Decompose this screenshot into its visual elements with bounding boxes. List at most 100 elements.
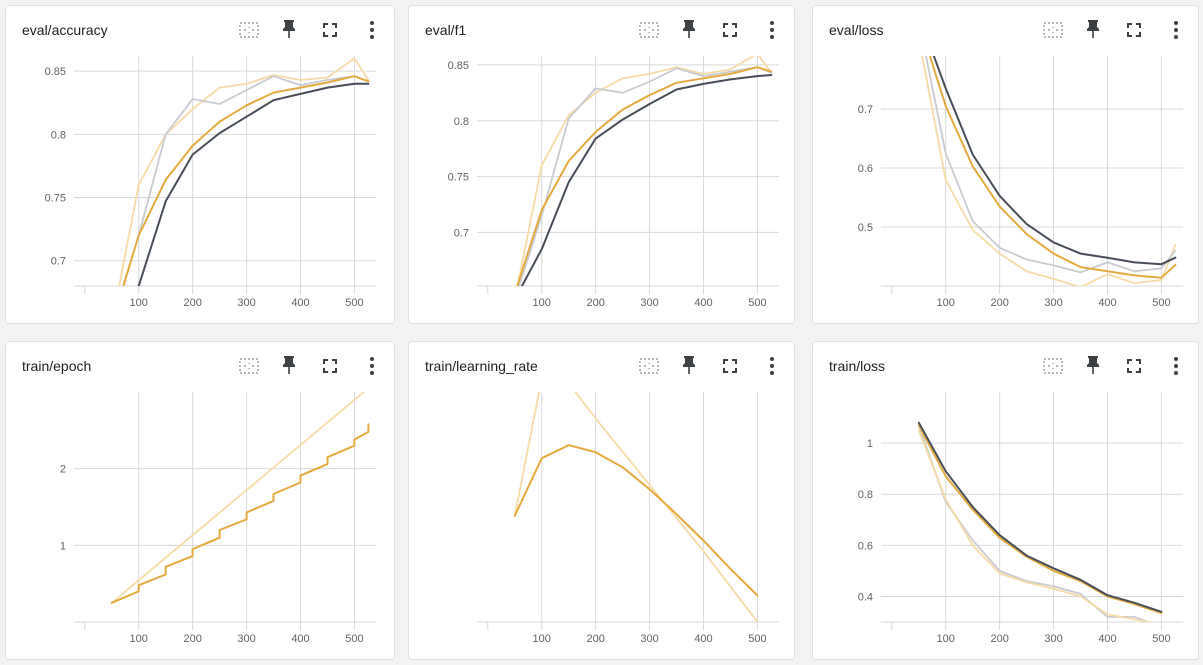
x-tick-label: 500 [1152,633,1170,645]
pin-button[interactable] [1081,354,1105,378]
fit-data-button[interactable] [1041,354,1065,378]
pin-icon [683,356,695,374]
y-tick-label: 0.75 [45,193,66,205]
x-tick-label: 300 [237,633,255,645]
x-tick-label: 100 [130,633,148,645]
fullscreen-button[interactable] [1122,354,1146,378]
y-tick-label: 1 [867,438,873,450]
series-line [520,74,773,286]
fullscreen-button[interactable] [318,18,342,42]
x-tick-label: 100 [533,633,551,645]
more-vert-icon [370,21,374,39]
pin-icon [1087,356,1099,374]
y-tick-label: 0.7 [51,256,66,268]
x-tick-label: 300 [1044,297,1062,309]
chart-plot[interactable]: 100 200 300 400 500 0.5 0.6 0.7 [813,6,1198,323]
y-tick-label: 0.7 [454,227,469,239]
more-vert-button[interactable] [1164,18,1188,42]
x-tick-label: 400 [1098,633,1116,645]
series-group [921,56,1177,286]
series-line [118,57,370,286]
fullscreen-icon [723,23,737,37]
more-vert-button[interactable] [1164,354,1188,378]
y-tick-label: 1 [60,540,66,552]
series-line [137,82,370,286]
y-tick-label: 0.75 [448,172,469,184]
series-group [513,392,759,622]
series-line [122,75,370,286]
chart-title: train/learning_rate [425,358,538,374]
pin-icon [283,20,295,38]
series-line [516,66,773,286]
chart-card: train/learning_rate 100 200 300 400 500 [408,341,795,660]
series-line [513,392,759,622]
chart-plot[interactable]: 100 200 300 400 500 0.7 0.75 0.8 0.85 [6,6,394,323]
series-line [932,56,1177,266]
fit-data-button[interactable] [237,18,261,42]
chart-card: eval/accuracy 100 200 300 400 500 0.7 0.75 0.8 0.… [5,5,395,324]
fit-data-button[interactable] [637,18,661,42]
chart-plot[interactable]: 100 200 300 400 500 1 2 [6,342,394,659]
series-line [917,421,1163,613]
series-group [118,57,370,286]
fit-data-button[interactable] [1041,18,1065,42]
more-vert-icon [770,21,774,39]
x-tick-label: 200 [990,297,1008,309]
x-tick-label: 200 [586,297,604,309]
series-line [917,429,1153,622]
fit-data-icon [1043,358,1063,374]
x-tick-label: 400 [291,297,309,309]
y-tick-label: 0.8 [51,129,66,141]
x-tick-label: 400 [1098,297,1116,309]
chart-toolbar [634,354,784,378]
chart-plot[interactable]: 100 200 300 400 500 0.7 0.75 0.8 0.85 [409,6,794,323]
x-tick-label: 500 [345,297,363,309]
fullscreen-icon [323,23,337,37]
pin-button[interactable] [677,354,701,378]
fit-data-icon [239,358,259,374]
series-line [518,66,773,286]
chart-title: eval/f1 [425,22,467,38]
more-vert-button[interactable] [360,354,384,378]
x-tick-label: 100 [130,297,148,309]
series-line [516,56,773,286]
series-line [122,75,370,286]
chart-card: eval/loss 100 200 300 400 500 0.5 0.6 0.7 [812,5,1199,324]
fullscreen-button[interactable] [1122,18,1146,42]
y-tick-label: 0.85 [448,60,469,72]
fit-data-button[interactable] [237,354,261,378]
fullscreen-icon [323,359,337,373]
chart-plot[interactable]: 100 200 300 400 500 0.4 0.6 0.8 1 [813,342,1198,659]
pin-button[interactable] [677,18,701,42]
fullscreen-icon [1127,359,1141,373]
series-line [925,56,1177,274]
y-tick-label: 0.6 [858,540,873,552]
more-vert-icon [770,357,774,375]
fit-data-icon [1043,22,1063,38]
fit-data-icon [639,358,659,374]
more-vert-button[interactable] [360,18,384,42]
fullscreen-button[interactable] [718,18,742,42]
chart-toolbar [234,354,384,378]
pin-icon [683,20,695,38]
series-group [110,392,370,604]
more-vert-button[interactable] [760,354,784,378]
fullscreen-button[interactable] [718,354,742,378]
fit-data-button[interactable] [637,354,661,378]
y-tick-label: 0.6 [858,163,873,175]
x-tick-label: 100 [937,633,955,645]
fullscreen-button[interactable] [318,354,342,378]
pin-icon [1087,20,1099,38]
y-tick-label: 0.8 [858,489,873,501]
chart-plot[interactable]: 100 200 300 400 500 [409,342,794,659]
y-tick-label: 0.7 [858,104,873,116]
series-line [928,56,1177,279]
pin-button[interactable] [277,354,301,378]
pin-button[interactable] [1081,18,1105,42]
more-vert-button[interactable] [760,18,784,42]
y-tick-label: 0.85 [45,66,66,78]
pin-icon [283,356,295,374]
pin-button[interactable] [277,18,301,42]
chart-toolbar [1038,354,1188,378]
more-vert-icon [370,357,374,375]
